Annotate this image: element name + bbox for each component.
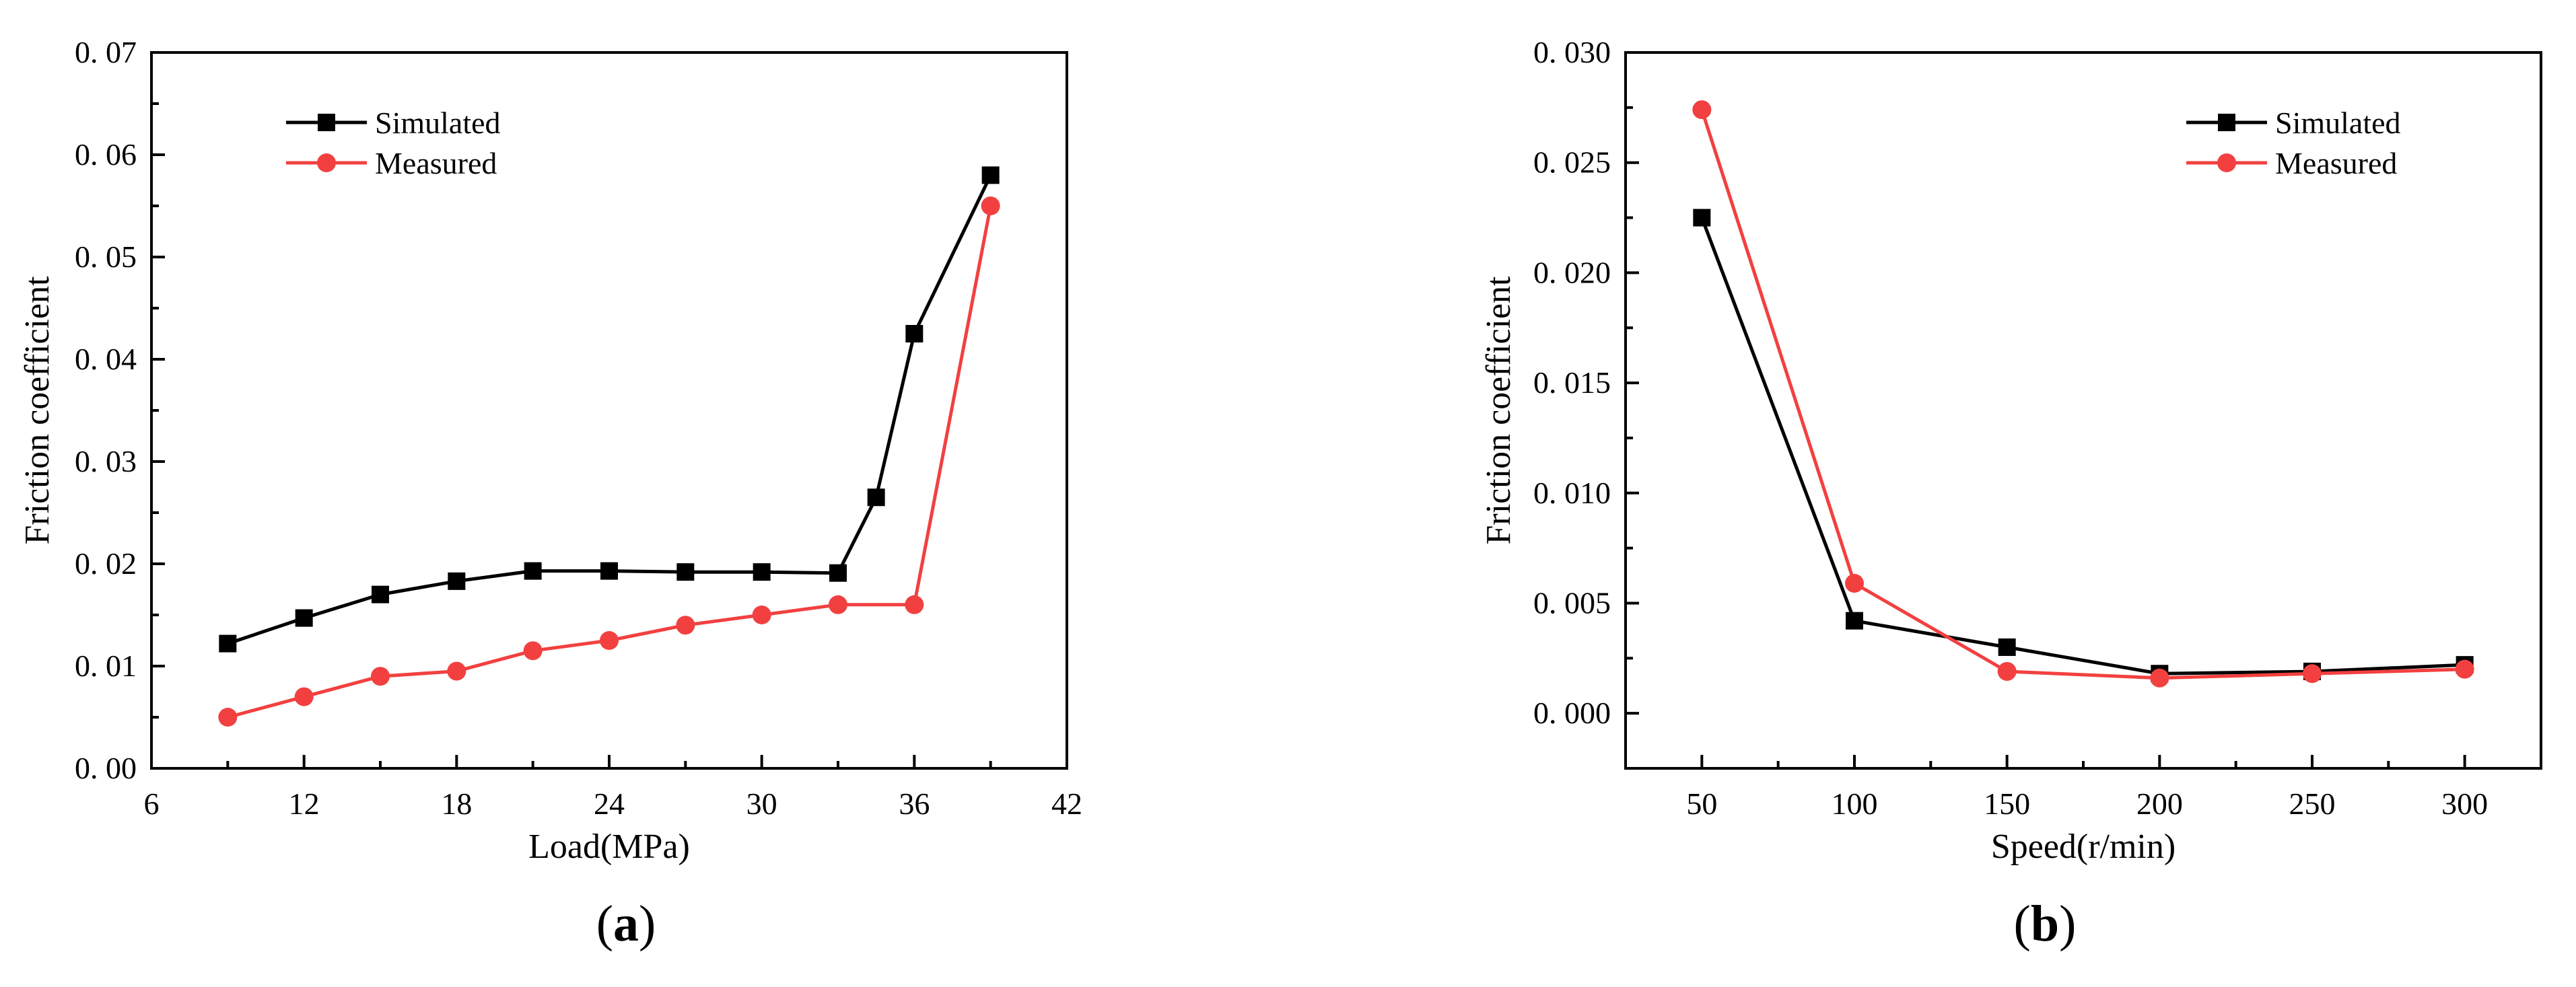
y-tick-label: 0. 00	[75, 751, 137, 785]
data-point	[448, 572, 466, 590]
data-point	[371, 667, 390, 686]
x-tick-label: 42	[1051, 787, 1082, 821]
x-tick-label: 250	[2289, 787, 2336, 821]
x-tick-label: 18	[441, 787, 472, 821]
legend-label-measured: Measured	[375, 146, 497, 180]
data-point	[981, 166, 1000, 184]
x-tick-label: 150	[1984, 787, 2030, 821]
panel-label-b: (b)	[2014, 895, 2077, 952]
chart-a: (a) 6 12 18 24 30 36 42 0. 00 0. 01 0. 02 0. 03 0. …	[18, 35, 1082, 952]
x-tick-label: 36	[899, 787, 930, 821]
data-point	[218, 708, 238, 727]
series-line-simulated	[227, 174, 992, 645]
data-point	[676, 563, 695, 581]
panel-letter-b: b	[2031, 895, 2059, 952]
x-tick-label: 100	[1832, 787, 1878, 821]
data-point	[676, 616, 695, 635]
panel-label-a: (a)	[596, 895, 656, 952]
data-point	[523, 641, 543, 661]
data-point	[372, 585, 389, 604]
y-tick-label: 0. 01	[75, 649, 137, 683]
chart-b: (b) 50 100 150 200 250 300 0. 000 0. 005 0. 010 0…	[1480, 35, 2542, 952]
y-tick-label: 0. 020	[1533, 255, 1611, 289]
data-point	[1693, 209, 1711, 227]
legend-marker	[318, 114, 335, 131]
series-line-simulated	[1700, 217, 2465, 675]
legend-label-simulated: Simulated	[375, 106, 501, 140]
x-tick-label: 24	[594, 787, 625, 821]
data-point	[2150, 668, 2169, 688]
data-point	[752, 606, 771, 624]
data-point	[829, 564, 847, 582]
data-point	[829, 595, 847, 614]
y-tick-label: 0. 02	[75, 546, 137, 581]
x-tick-label: 300	[2441, 787, 2488, 821]
x-axis-title: Speed(r/min)	[1991, 828, 2175, 866]
legend-marker	[317, 153, 336, 172]
data-point	[753, 563, 771, 581]
legend-label-measured: Measured	[2275, 146, 2397, 180]
data-point	[1998, 638, 2016, 656]
series-line-measured	[1700, 109, 2465, 680]
y-tick-label: 0. 03	[75, 444, 137, 478]
panel-letter-a: a	[613, 895, 639, 952]
y-tick-label: 0. 06	[75, 137, 137, 172]
data-point	[524, 562, 542, 580]
y-tick-label: 0. 000	[1533, 696, 1611, 730]
x-tick-label: 30	[746, 787, 777, 821]
panel-b: (b) 50 100 150 200 250 300 0. 000 0. 005 0. 010 0…	[1288, 0, 2576, 984]
data-point	[905, 595, 924, 614]
data-point	[600, 562, 618, 580]
data-point	[1997, 661, 2017, 681]
data-point	[867, 488, 885, 507]
data-point	[447, 661, 466, 681]
y-tick-label: 0. 07	[75, 35, 137, 69]
y-tick-label: 0. 04	[75, 342, 137, 376]
legend-marker	[2217, 153, 2236, 172]
data-point	[219, 634, 237, 653]
legend-marker	[2218, 114, 2235, 131]
y-tick-label: 0. 005	[1533, 585, 1611, 620]
x-tick-label: 6	[144, 787, 160, 821]
x-tick-label: 12	[289, 787, 320, 821]
y-axis-title: Friction coefficient	[1480, 276, 1518, 545]
data-point	[981, 196, 1000, 215]
y-tick-label: 0. 010	[1533, 476, 1611, 510]
data-point	[905, 325, 924, 342]
data-point	[294, 687, 314, 706]
y-tick-label: 0. 025	[1533, 145, 1611, 180]
plot-frame	[150, 51, 1068, 770]
data-point	[1692, 100, 1712, 120]
data-point	[2455, 659, 2474, 679]
x-tick-label: 200	[2136, 787, 2183, 821]
panel-a: (a) 6 12 18 24 30 36 42 0. 00 0. 01 0. 02 0. 03 0. …	[0, 0, 1288, 984]
data-point	[600, 631, 619, 650]
y-axis-title: Friction coefficient	[18, 276, 57, 545]
x-tick-label: 50	[1686, 787, 1717, 821]
data-point	[2303, 664, 2322, 684]
data-point	[1845, 573, 1864, 593]
data-point	[295, 609, 313, 627]
x-axis-title: Load(MPa)	[528, 828, 690, 866]
y-tick-label: 0. 05	[75, 240, 137, 274]
y-tick-label: 0. 015	[1533, 365, 1611, 400]
y-tick-label: 0. 030	[1533, 35, 1611, 69]
data-point	[1846, 612, 1863, 630]
legend-label-simulated: Simulated	[2275, 106, 2401, 140]
